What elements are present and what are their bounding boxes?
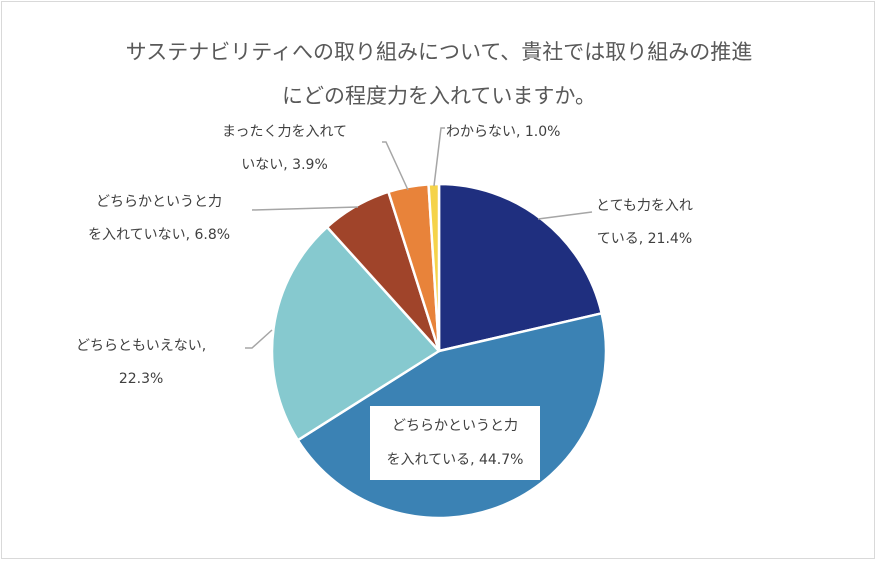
slice-label-neutral: どちらともいえない, 22.3% bbox=[76, 330, 206, 396]
slice-label-somewhat-not-line-2: を入れていない, 6.8% bbox=[88, 227, 231, 243]
slice-label-somewhat: どちらかというと力 を入れている, 44.7% bbox=[370, 406, 540, 480]
chart-title-line-1: サステナビリティへの取り組みについて、貴社では取り組みの推進 bbox=[125, 40, 753, 64]
leader-line-dont-know bbox=[433, 127, 445, 187]
slice-label-dont-know-line-1: わからない, 1.0% bbox=[446, 124, 561, 140]
slice-label-somewhat-line-2: を入れている, 44.7% bbox=[386, 452, 524, 468]
slice-label-not-at-all-line-1: まったく力を入れて bbox=[222, 124, 348, 140]
slice-label-dont-know: わからない, 1.0% bbox=[446, 116, 560, 149]
leader-line-very-much bbox=[537, 211, 593, 220]
slice-label-neutral-line-1: どちらともいえない, bbox=[76, 338, 207, 354]
slice-label-somewhat-not: どちらかというと力 を入れていない, 6.8% bbox=[88, 186, 230, 252]
slice-label-somewhat-not-line-1: どちらかというと力 bbox=[96, 194, 223, 210]
slice-label-somewhat-line-1: どちらかというと力 bbox=[392, 418, 518, 434]
chart-title-line-2: にどの程度力を入れていますか。 bbox=[282, 84, 596, 108]
slice-label-not-at-all: まったく力を入れて いない, 3.9% bbox=[222, 116, 347, 182]
pie-slice-very-much bbox=[437, 182, 603, 353]
slice-label-very-much-line-1: とても力を入れ bbox=[596, 198, 693, 214]
slice-label-very-much: とても力を入れ ている, 21.4% bbox=[596, 190, 693, 256]
leader-line-not-at-all bbox=[382, 141, 409, 191]
slice-label-very-much-line-2: ている, 21.4% bbox=[596, 231, 693, 247]
leader-line-neutral bbox=[245, 329, 273, 349]
leader-line-somewhat-not bbox=[251, 206, 359, 211]
slice-label-neutral-line-2: 22.3% bbox=[118, 371, 164, 387]
slice-label-not-at-all-line-2: いない, 3.9% bbox=[241, 157, 328, 173]
pie-slice-neutral bbox=[270, 225, 441, 442]
